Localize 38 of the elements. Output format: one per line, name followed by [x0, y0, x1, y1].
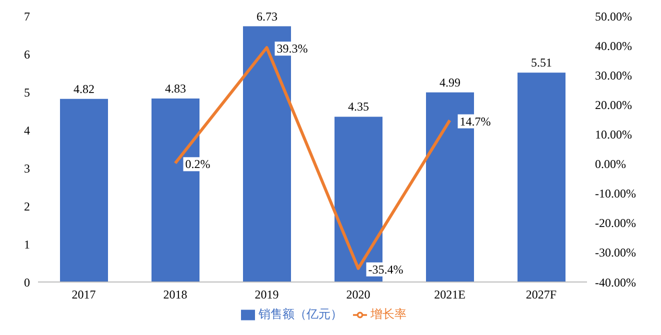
y2-tick-label: -20.00% — [595, 216, 636, 230]
y2-tick-label: -30.00% — [595, 246, 636, 260]
y2-tick-label: 40.00% — [595, 38, 632, 53]
x-tick-label: 2017 — [72, 288, 96, 302]
x-tick-label: 2019 — [254, 288, 279, 302]
x-tick-label: 2020 — [346, 288, 370, 302]
y2-tick-label: 10.00% — [595, 127, 632, 142]
y2-tick-label: -40.00% — [595, 275, 636, 290]
y-tick-label: 0 — [24, 275, 30, 290]
data-label: 5.51 — [531, 56, 552, 70]
y2-tick-label: 0.00% — [595, 157, 626, 172]
data-label: 6.73 — [256, 9, 278, 24]
y-tick-label: 6 — [24, 47, 30, 62]
data-label: 14.7% — [460, 114, 491, 128]
data-label: -35.4% — [368, 262, 404, 276]
data-label: 4.82 — [74, 82, 94, 96]
bar — [518, 72, 566, 282]
y2-tick-label: 30.00% — [595, 68, 632, 82]
y-tick-label: 4 — [24, 123, 30, 138]
data-label: 4.83 — [165, 81, 186, 96]
x-tick-label: 2027F — [526, 288, 557, 302]
y-tick-label: 2 — [24, 199, 30, 214]
x-tick-label: 2018 — [163, 288, 188, 302]
y-tick-label: 5 — [24, 85, 30, 100]
y-tick-label: 7 — [24, 9, 30, 24]
data-label: 4.35 — [348, 100, 369, 114]
y2-tick-label: 50.00% — [595, 9, 632, 24]
x-tick-label: 2021E — [434, 288, 466, 302]
bar — [60, 98, 108, 282]
legend-label: 销售额（亿元） — [258, 307, 342, 321]
legend-label: 增长率 — [370, 307, 406, 321]
data-label: 0.2% — [185, 157, 210, 172]
y2-tick-label: 20.00% — [595, 98, 632, 112]
data-label: 4.99 — [440, 75, 460, 90]
data-label: 39.3% — [276, 42, 308, 56]
y-tick-label: 3 — [24, 161, 30, 176]
y2-tick-label: -10.00% — [595, 186, 636, 201]
y-tick-label: 1 — [24, 237, 30, 252]
